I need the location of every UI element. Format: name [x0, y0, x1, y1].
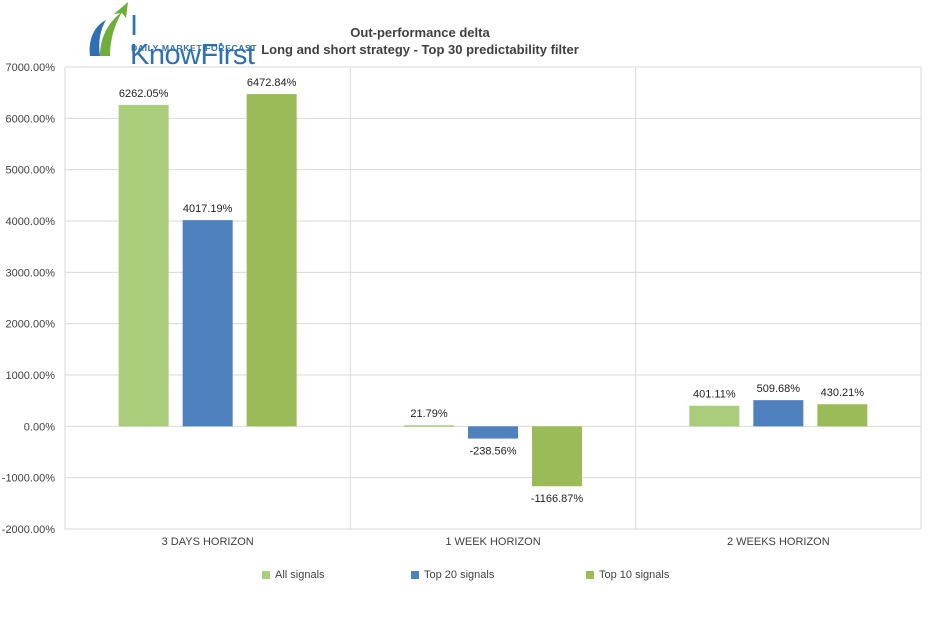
chart-subtitle: Long and short strategy - Top 30 predict… [261, 42, 579, 57]
data-label: 401.11% [693, 389, 736, 401]
data-label: -1166.87% [531, 493, 584, 505]
y-tick-label: 4000.00% [5, 216, 55, 228]
y-tick-label: 0.00% [24, 421, 55, 433]
chart-title: Out-performance delta [350, 25, 490, 40]
x-category-label: 1 WEEK HORIZON [445, 536, 540, 548]
y-tick-label: 1000.00% [5, 370, 55, 382]
data-label: 4017.19% [183, 203, 233, 215]
logo-swoosh-icon [89, 2, 128, 56]
bar-top20 [753, 400, 804, 427]
bar-all [689, 405, 740, 427]
legend-item-top20: Top 20 signals [411, 569, 494, 581]
data-label: 21.79% [410, 408, 448, 420]
bar-all [118, 104, 169, 427]
bar-top10 [246, 94, 297, 427]
y-tick-label: 6000.00% [5, 113, 55, 125]
legend-item-all: All signals [262, 569, 325, 581]
bar-top10 [532, 426, 582, 487]
x-category-label: 3 DAYS HORIZON [162, 536, 254, 548]
data-label: 509.68% [757, 383, 801, 395]
legend-swatch [586, 571, 594, 579]
data-label: -238.56% [469, 446, 516, 458]
data-label: 430.21% [821, 387, 865, 399]
y-tick-label: -2000.00% [2, 524, 55, 536]
legend-label: Top 20 signals [424, 569, 495, 581]
x-category-label: 2 WEEKS HORIZON [727, 536, 830, 548]
bar-top10 [817, 404, 868, 427]
bar-all [404, 425, 454, 427]
logo-brand-text: I KnowFirst [130, 10, 255, 71]
data-label: 6472.84% [247, 77, 297, 89]
i-know-first-logo: I KnowFirst Daily Market Forecast [84, 0, 258, 70]
data-label: 6262.05% [119, 88, 169, 100]
y-tick-label: -1000.00% [2, 473, 55, 485]
logo-tagline: Daily Market Forecast [131, 43, 258, 53]
y-tick-label: 2000.00% [5, 319, 55, 331]
legend-item-top10: Top 10 signals [586, 569, 669, 581]
bar-top20 [468, 426, 518, 439]
chart-legend: All signals Top 20 signals Top 10 signals [0, 569, 945, 585]
legend-label: Top 10 signals [599, 569, 670, 581]
y-tick-label: 5000.00% [5, 165, 55, 177]
legend-label: All signals [275, 569, 325, 581]
y-tick-label: 3000.00% [5, 267, 55, 279]
legend-swatch [411, 571, 419, 579]
bar-top20 [182, 220, 233, 427]
legend-swatch [262, 571, 270, 579]
chart-title-block: Out-performance delta Long and short str… [230, 24, 610, 58]
y-tick-label: 7000.00% [5, 62, 55, 74]
bar-chart: 7000.00% 6000.00% 5000.00% 4000.00% 3000.00%… [2, 62, 922, 548]
